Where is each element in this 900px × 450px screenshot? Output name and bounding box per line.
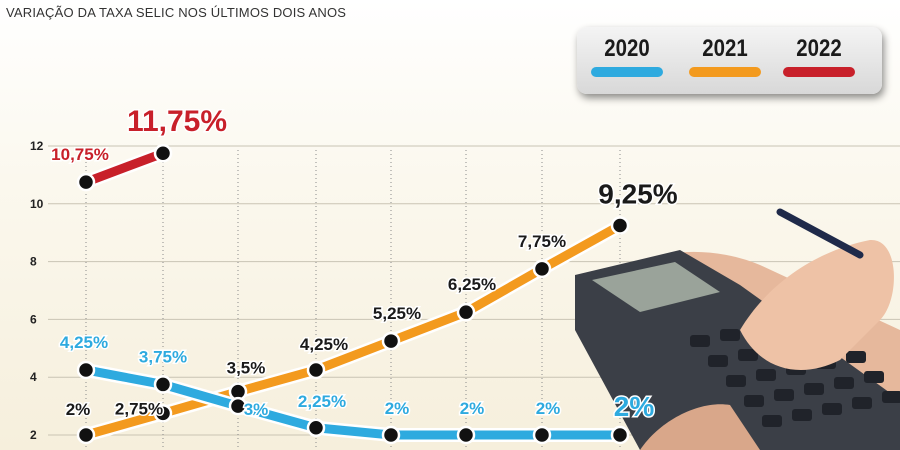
thumb-shape xyxy=(640,404,760,450)
data-label-2020: 2% xyxy=(614,391,655,422)
data-label-2022: 11,75% xyxy=(127,105,227,138)
calculator-key xyxy=(852,397,872,409)
calculator-hand-illustration xyxy=(575,208,900,450)
data-point-2021 xyxy=(306,360,326,380)
data-label-2021: 6,25% xyxy=(448,275,496,294)
calculator-key xyxy=(846,351,866,363)
calculator-key xyxy=(822,403,842,415)
calculator-key xyxy=(726,375,746,387)
calculator-key xyxy=(804,383,824,395)
y-tick-label: 8 xyxy=(30,255,37,269)
data-label-2020: 2,25% xyxy=(298,392,346,411)
data-point-2020 xyxy=(381,425,401,445)
calculator-key xyxy=(744,395,764,407)
y-tick-label: 2 xyxy=(30,428,37,442)
legend-label: 2020 xyxy=(604,35,650,62)
data-label-2021: 4,25% xyxy=(300,335,348,354)
data-point-2022 xyxy=(76,172,96,192)
data-label-2020: 4,25% xyxy=(60,333,108,352)
data-label-2020: 2% xyxy=(385,399,410,418)
data-label-2020: 2% xyxy=(536,399,561,418)
calculator-key xyxy=(756,369,776,381)
legend-label: 2021 xyxy=(702,35,748,62)
data-label-2021: 2% xyxy=(66,400,91,419)
calculator-key xyxy=(882,391,900,403)
legend-swatch xyxy=(783,67,855,77)
calculator-key xyxy=(720,329,740,341)
data-label-2021: 5,25% xyxy=(373,304,421,323)
data-label-2020: 3,75% xyxy=(139,347,187,366)
calculator-key xyxy=(708,355,728,367)
data-label-2021: 3,5% xyxy=(227,359,266,378)
calculator-key xyxy=(762,415,782,427)
data-point-2021 xyxy=(456,302,476,322)
y-tick-label: 12 xyxy=(30,139,44,153)
data-point-2020 xyxy=(532,425,552,445)
pen-shape xyxy=(776,208,864,259)
data-point-2020 xyxy=(456,425,476,445)
legend-swatch xyxy=(689,67,761,77)
calculator-key xyxy=(864,371,884,383)
data-point-2020 xyxy=(610,425,630,445)
calculator-key xyxy=(738,349,758,361)
legend-swatch xyxy=(591,67,663,77)
legend-item-2020: 2020 xyxy=(587,35,667,77)
calculator-key xyxy=(792,409,812,421)
legend: 2020 2021 2022 xyxy=(577,27,882,94)
data-point-2022 xyxy=(153,143,173,163)
data-point-2021 xyxy=(532,259,552,279)
data-label-2021: 2,75% xyxy=(115,399,163,418)
legend-label: 2022 xyxy=(796,35,842,62)
data-point-2021 xyxy=(610,216,630,235)
data-label-2020: 3% xyxy=(244,400,269,419)
data-label-2021: 7,75% xyxy=(518,232,566,251)
legend-item-2021: 2021 xyxy=(685,35,765,77)
series-line-2020 xyxy=(81,365,625,440)
y-tick-label: 4 xyxy=(30,370,37,384)
data-point-2020 xyxy=(153,375,173,394)
legend-item-2022: 2022 xyxy=(779,35,859,77)
calculator-key xyxy=(774,389,794,401)
finger-shape xyxy=(740,239,894,370)
calculator-key xyxy=(834,377,854,389)
y-tick-label: 6 xyxy=(30,312,37,326)
data-label-2021: 9,25% xyxy=(598,178,677,209)
series-line-2022 xyxy=(81,148,168,187)
data-point-2020 xyxy=(76,360,96,380)
series-line-2021 xyxy=(81,220,625,440)
data-label-2022: 10,75% xyxy=(51,145,109,164)
chart-title: VARIAÇÃO DA TAXA SELIC NOS ÚLTIMOS DOIS … xyxy=(6,5,347,20)
data-point-2021 xyxy=(153,404,173,423)
y-tick-label: 10 xyxy=(30,197,44,211)
data-point-2020 xyxy=(228,396,248,416)
data-point-2021 xyxy=(76,425,96,445)
calculator-key xyxy=(690,335,710,347)
data-point-2021 xyxy=(381,331,401,351)
data-point-2020 xyxy=(306,418,326,438)
data-label-2020: 2% xyxy=(460,399,485,418)
calculator-screen xyxy=(592,262,720,312)
